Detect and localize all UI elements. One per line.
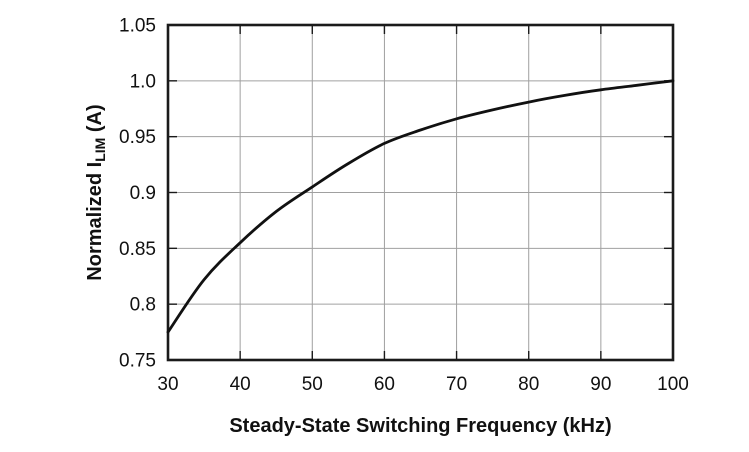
x-tick-label-100: 100: [657, 374, 689, 395]
y-tick-label-1.0: 1.0: [130, 71, 156, 92]
x-tick-label-80: 80: [518, 374, 539, 395]
y-tick-label-0.75: 0.75: [119, 351, 156, 372]
x-tick-label-70: 70: [446, 374, 467, 395]
y-tick-labels: 0.75 0.8 0.85 0.9 0.95 1.0 1.05: [119, 16, 156, 372]
x-axis-title: Steady-State Switching Frequency (kHz): [229, 415, 611, 437]
y-axis-title: Normalized ILIM (A): [84, 104, 108, 280]
y-tick-label-1.05: 1.05: [119, 16, 156, 37]
y-tick-label-0.9: 0.9: [130, 183, 156, 204]
x-tick-label-40: 40: [230, 374, 251, 395]
x-tick-label-60: 60: [374, 374, 395, 395]
x-tick-label-30: 30: [157, 374, 178, 395]
x-tick-labels: 30 40 50 60 70 80 90 100: [157, 374, 688, 395]
ilim-curve: [166, 79, 675, 334]
x-tick-label-50: 50: [302, 374, 323, 395]
x-tick-label-90: 90: [590, 374, 611, 395]
y-tick-label-0.95: 0.95: [119, 127, 156, 148]
y-tick-label-0.85: 0.85: [119, 239, 156, 260]
plot-border: [166, 23, 675, 362]
y-tick-label-0.8: 0.8: [130, 295, 156, 316]
gridlines: [168, 25, 673, 360]
